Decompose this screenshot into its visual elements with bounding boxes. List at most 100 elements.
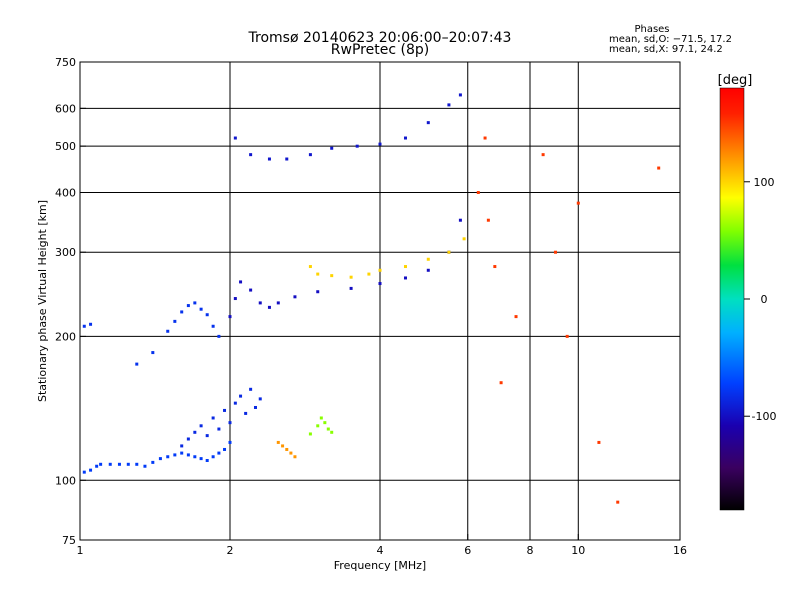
data-point — [378, 282, 382, 286]
data-point — [228, 440, 232, 444]
data-point — [82, 324, 86, 328]
data-point — [89, 322, 93, 326]
data-point — [239, 280, 243, 284]
data-point — [308, 432, 312, 436]
data-point — [211, 324, 215, 328]
x-tick-label: 1 — [77, 544, 84, 557]
data-point — [249, 387, 253, 391]
data-point — [349, 275, 353, 279]
data-point — [323, 421, 327, 425]
data-point — [99, 462, 103, 466]
data-point — [458, 93, 462, 97]
x-axis-label: Frequency [MHz] — [334, 559, 426, 572]
data-point — [217, 451, 221, 455]
data-point — [186, 437, 190, 441]
data-point — [483, 136, 487, 140]
data-point — [233, 136, 237, 140]
data-point — [403, 276, 407, 280]
data-point — [186, 453, 190, 457]
data-point — [89, 468, 93, 472]
data-point — [316, 290, 320, 294]
x-tick-label: 10 — [571, 544, 585, 557]
data-point — [330, 274, 334, 278]
data-point — [403, 265, 407, 269]
phase-stats-x: mean, sd,X: 97.1, 24.2 — [609, 44, 723, 55]
data-point — [217, 427, 221, 431]
data-point — [143, 464, 147, 468]
x-axis: 1 2 4 6 8 10 16 — [77, 534, 687, 557]
data-point — [158, 457, 162, 461]
y-tick-label: 600 — [55, 102, 76, 115]
y-tick-label: 75 — [62, 534, 76, 547]
data-point — [576, 201, 580, 205]
data-point — [657, 166, 661, 170]
data-point — [239, 394, 243, 398]
data-point — [462, 237, 466, 241]
data-point — [253, 405, 257, 409]
data-point — [151, 460, 155, 464]
data-point — [193, 430, 197, 434]
data-point — [193, 455, 197, 459]
data-point — [82, 470, 86, 474]
data-point — [228, 315, 232, 319]
data-point — [233, 401, 237, 405]
data-point — [199, 307, 203, 311]
chart-title: Tromsø 20140623 20:06:00–20:07:43 — [248, 30, 512, 46]
data-point — [135, 362, 139, 366]
data-point — [180, 451, 184, 455]
data-point — [514, 315, 518, 319]
data-point — [217, 334, 221, 338]
data-point — [316, 424, 320, 428]
data-points — [82, 93, 661, 504]
x-tick-label: 8 — [527, 544, 534, 557]
colorbar-gradient — [719, 87, 745, 511]
colorbar-tick-label: 100 — [754, 176, 775, 189]
data-point — [193, 301, 197, 305]
data-point — [135, 462, 139, 466]
data-point — [199, 424, 203, 428]
data-point — [211, 455, 215, 459]
data-point — [258, 397, 262, 401]
x-tick-label: 6 — [464, 544, 471, 557]
phase-stats-title: Phases — [634, 24, 669, 35]
data-point — [126, 462, 130, 466]
data-point — [616, 500, 620, 504]
data-point — [293, 455, 297, 459]
data-point — [293, 295, 297, 299]
data-point — [326, 427, 330, 431]
y-tick-label: 300 — [55, 246, 76, 259]
data-point — [205, 458, 209, 462]
grid-lines — [80, 62, 680, 540]
data-point — [308, 265, 312, 269]
data-point — [316, 272, 320, 276]
y-axis-label: Stationary phase Virtual Height [km] — [36, 200, 49, 402]
data-point — [553, 250, 557, 254]
data-point — [447, 103, 451, 107]
chart-subtitle: RwPretec (8p) — [331, 42, 429, 58]
data-point — [151, 351, 155, 355]
data-point — [349, 286, 353, 290]
data-point — [199, 457, 203, 461]
colorbar-tick-label: -100 — [752, 410, 777, 423]
data-point — [267, 157, 271, 161]
data-point — [458, 218, 462, 222]
data-point — [258, 301, 262, 305]
data-point — [447, 250, 451, 254]
data-point — [166, 329, 170, 333]
x-tick-label: 4 — [377, 544, 384, 557]
data-point — [476, 190, 480, 194]
data-point — [319, 416, 323, 420]
data-point — [205, 313, 209, 317]
data-point — [378, 268, 382, 272]
x-tick-label: 2 — [227, 544, 234, 557]
y-tick-label: 200 — [55, 330, 76, 343]
data-point — [233, 297, 237, 301]
y-axis: 75 100 200 300 400 500 600 750 — [55, 56, 86, 547]
plot-area: 1 2 4 6 8 10 16 75 100 200 300 400 500 600 750 — [55, 56, 687, 557]
data-point — [330, 430, 334, 434]
data-point — [285, 447, 289, 451]
colorbar-ticks: 100 0 -100 — [744, 176, 776, 423]
data-point — [223, 447, 227, 451]
data-point — [281, 444, 285, 448]
data-point — [186, 304, 190, 308]
